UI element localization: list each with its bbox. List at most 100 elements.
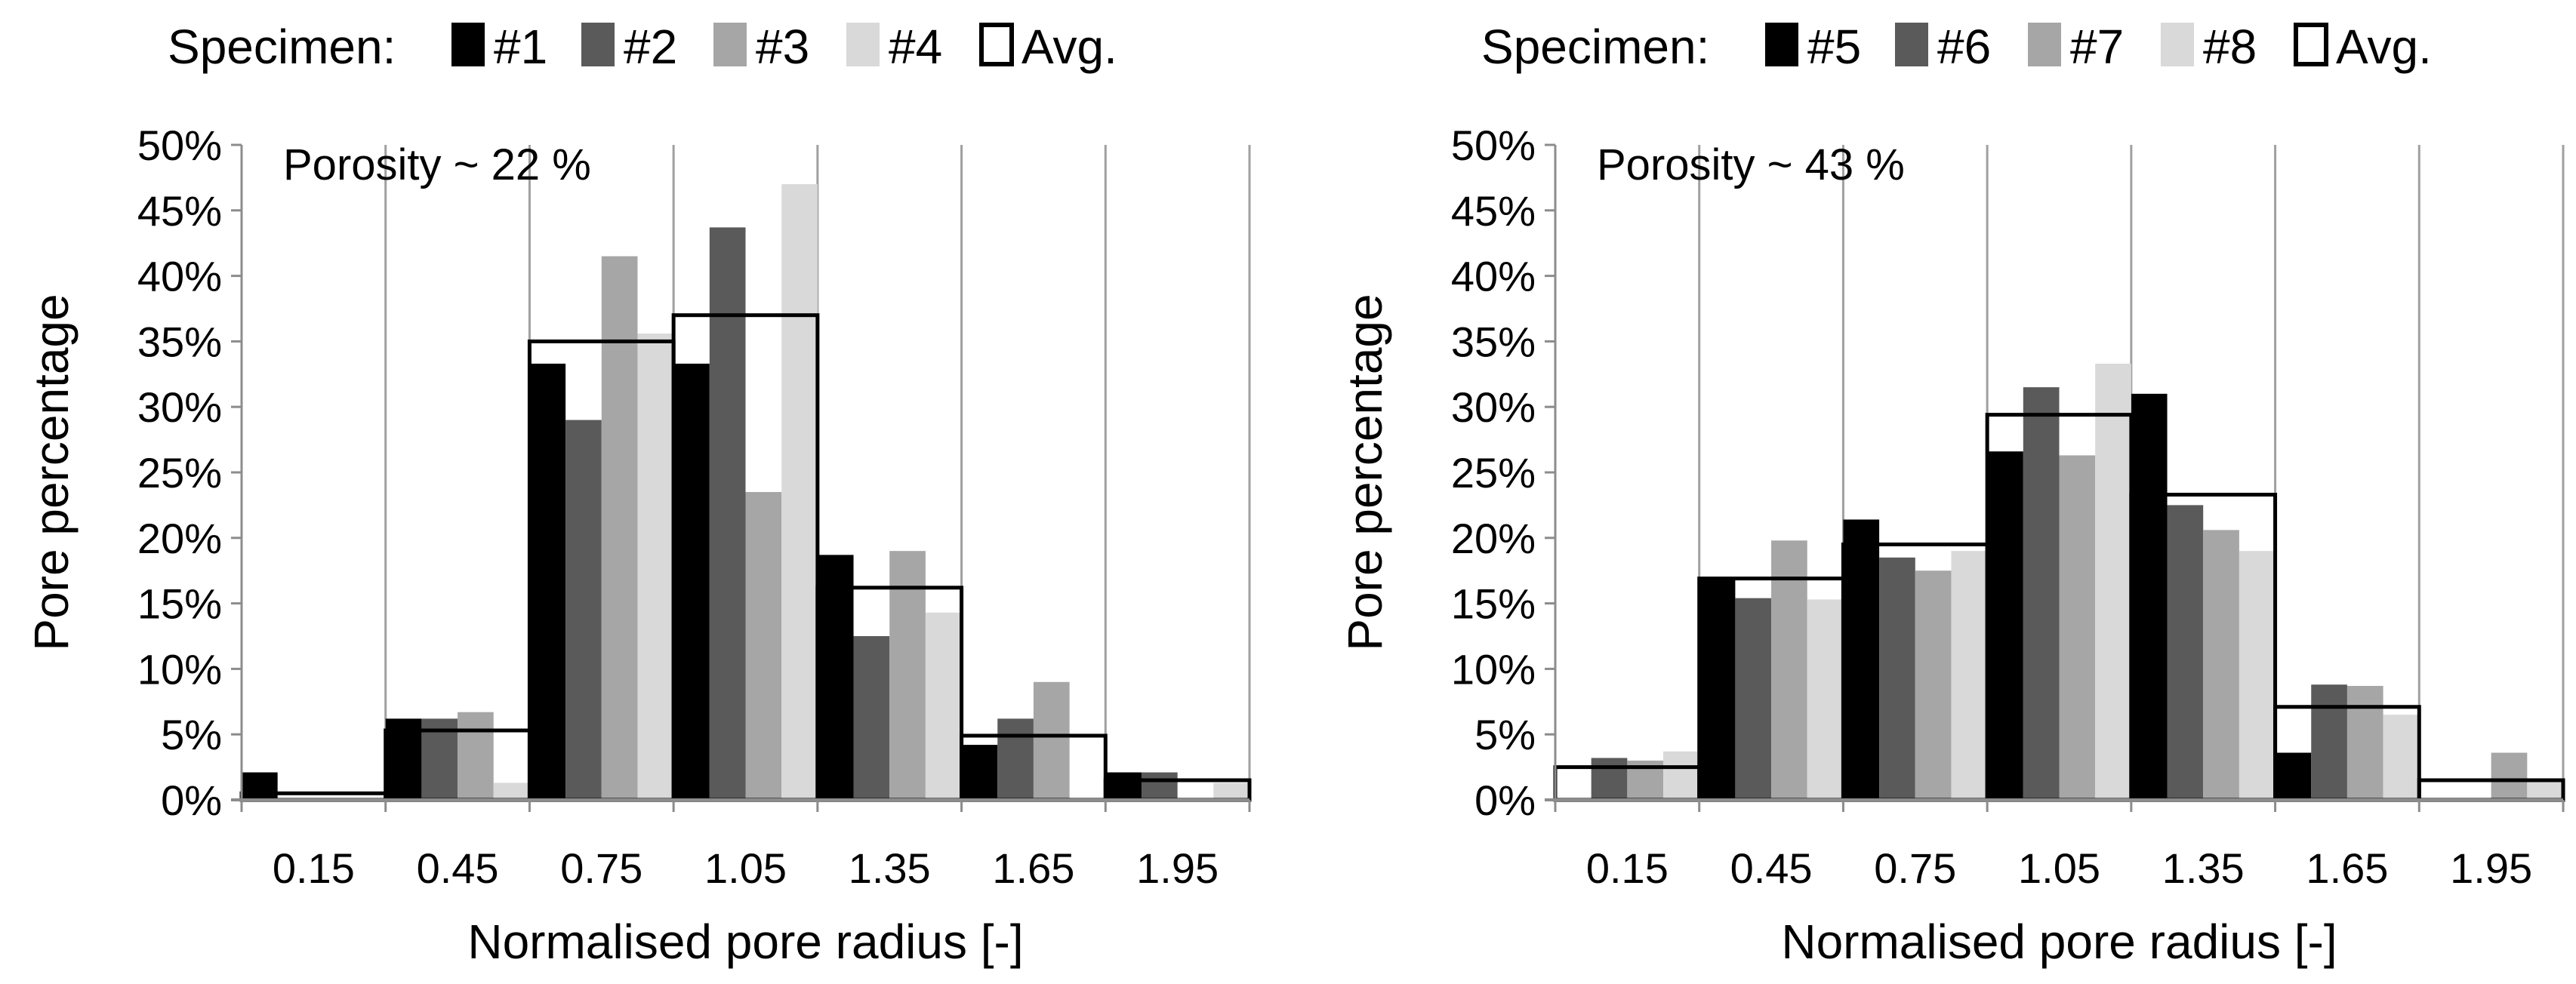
bar-specimen-6-0.15	[1591, 758, 1628, 800]
bar-specimen-7-1.05	[2059, 455, 2096, 800]
bar-specimen-8-0.75	[1951, 551, 1988, 800]
legend-swatch	[2028, 23, 2061, 66]
x-axis-title: Normalised pore radius [-]	[467, 915, 1023, 969]
legend-swatch	[451, 23, 485, 66]
bar-specimen-8-0.45	[1807, 599, 1844, 800]
bar-specimen-6-0.75	[1879, 557, 1915, 800]
bar-specimen-2-1.05	[709, 227, 746, 800]
bar-specimen-5-0.45	[1699, 578, 1736, 800]
legend-1: Specimen: #1 #2 #3 #4 Avg.	[168, 20, 1117, 74]
y-tick-label: 25%	[1451, 449, 1536, 497]
x-axis-title: Normalised pore radius [-]	[1781, 915, 2337, 969]
bar-specimen-4-0.45	[493, 783, 530, 800]
x-tick-label: 0.75	[1874, 844, 1956, 892]
y-tick-label: 40%	[1451, 253, 1536, 300]
bar-specimen-2-1.35	[853, 636, 890, 800]
bar-specimen-1-0.15	[242, 772, 278, 800]
x-tick-label: 1.65	[2306, 844, 2388, 892]
bar-specimen-8-0.15	[1663, 751, 1699, 800]
bar-specimen-3-1.05	[745, 492, 782, 800]
bar-specimen-7-1.35	[2203, 530, 2239, 800]
bar-specimen-7-1.65	[2346, 685, 2383, 800]
bar-specimen-1-0.75	[529, 363, 566, 800]
y-tick-label: 15%	[137, 580, 222, 628]
bar-specimen-8-1.95	[2527, 780, 2563, 800]
x-tick-label: 1.95	[1136, 844, 1219, 892]
bar-specimen-8-1.65	[2383, 715, 2420, 800]
legend-swatch	[1895, 23, 1928, 66]
y-tick-label: 25%	[137, 449, 222, 497]
bar-specimen-4-0.75	[637, 333, 674, 800]
x-tick-label: 1.65	[992, 844, 1074, 892]
y-axis-title: Pore percentage	[24, 294, 79, 650]
legend-label: #4	[889, 20, 942, 74]
x-tick-label: 1.35	[2162, 844, 2245, 892]
legend-swatch	[713, 23, 747, 66]
x-tick-label: 1.35	[849, 844, 931, 892]
legend-label: #7	[2070, 20, 2124, 74]
porosity-annotation: Porosity ~ 22 %	[283, 140, 591, 189]
bar-specimen-1-1.95	[1105, 772, 1142, 800]
legend-label: #2	[624, 20, 677, 74]
porosity-annotation: Porosity ~ 43 %	[1597, 140, 1905, 189]
legend-swatch	[846, 23, 880, 66]
y-tick-label: 5%	[1474, 711, 1536, 758]
bar-specimen-5-1.05	[1987, 451, 2023, 800]
x-tick-label: 0.45	[1730, 844, 1813, 892]
y-tick-label: 30%	[1451, 383, 1536, 431]
legend-label: #3	[756, 20, 809, 74]
legend-label: Avg.	[2336, 20, 2432, 74]
bar-specimen-7-1.95	[2491, 752, 2528, 800]
legend-swatch	[581, 23, 615, 66]
bar-specimen-6-0.45	[1735, 598, 1772, 800]
x-tick-label: 0.15	[1586, 844, 1669, 892]
chart-panel-1: 0% 5% 10% 15% 20% 25% 30% 35% 40% 45% 50% 0.15 0.45 0…	[24, 121, 1252, 969]
x-tick-label: 0.75	[560, 844, 642, 892]
y-tick-label: 15%	[1451, 580, 1536, 628]
y-tick-label: 10%	[1451, 645, 1536, 693]
legend-label: #8	[2203, 20, 2257, 74]
bar-specimen-5-1.35	[2131, 393, 2168, 800]
y-tick-label: 5%	[161, 711, 222, 758]
x-tick-label: 1.05	[2018, 844, 2100, 892]
x-tick-label: 1.05	[704, 844, 787, 892]
y-tick-label: 0%	[161, 776, 222, 824]
bar-specimen-6-1.35	[2167, 505, 2204, 800]
x-tick-label: 0.45	[417, 844, 499, 892]
legend-swatch	[979, 23, 1014, 66]
legend-label: #1	[494, 20, 547, 74]
bar-specimen-4-1.35	[925, 612, 962, 800]
x-tick-label: 0.15	[273, 844, 355, 892]
chart-panel-2: 0% 5% 10% 15% 20% 25% 30% 35% 40% 45% 50% 0.15 0.45 0…	[1338, 121, 2565, 969]
legend-swatch	[1765, 23, 1798, 66]
y-tick-label: 30%	[137, 383, 222, 431]
x-tick-label: 1.95	[2450, 844, 2532, 892]
legend-title: Specimen:	[1481, 20, 1709, 74]
y-tick-label: 20%	[1451, 515, 1536, 562]
bar-specimen-7-0.45	[1771, 540, 1807, 800]
y-tick-label: 45%	[1451, 187, 1536, 235]
y-tick-label: 40%	[137, 253, 222, 300]
y-tick-label: 20%	[137, 515, 222, 562]
bar-specimen-2-1.65	[997, 718, 1034, 800]
legend-label: Avg.	[1021, 20, 1117, 74]
bar-specimen-2-1.95	[1141, 772, 1178, 800]
bar-specimen-1-1.65	[961, 745, 998, 800]
y-tick-label: 45%	[137, 187, 222, 235]
bar-specimen-1-1.35	[817, 555, 854, 800]
bar-specimen-5-1.65	[2275, 752, 2312, 800]
legend-label: #5	[1807, 20, 1861, 74]
bar-specimen-6-1.05	[2023, 387, 2060, 800]
legend-2: Specimen: #5 #6 #7 #8 Avg.	[1481, 20, 2432, 74]
bar-specimen-5-0.75	[1843, 519, 1880, 800]
y-tick-label: 50%	[1451, 121, 1536, 169]
bar-specimen-8-1.35	[2239, 551, 2276, 800]
bar-specimen-6-1.65	[2311, 684, 2347, 800]
bar-specimen-4-1.05	[781, 184, 818, 800]
bar-specimen-3-0.75	[601, 256, 638, 800]
y-tick-label: 10%	[137, 645, 222, 693]
bar-specimen-2-0.75	[565, 420, 602, 800]
bar-specimen-1-1.05	[673, 363, 710, 800]
bar-specimen-8-1.05	[2095, 363, 2131, 800]
